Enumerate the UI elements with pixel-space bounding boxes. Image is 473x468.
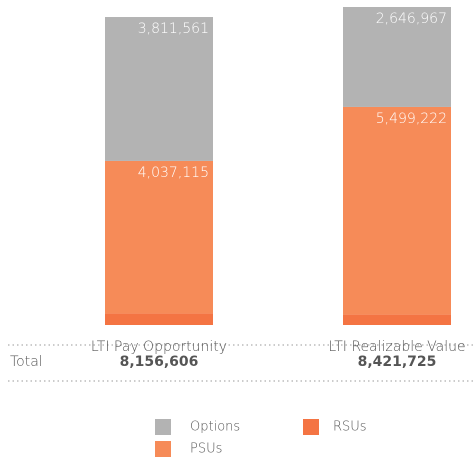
category-label: LTI Pay Opportunity <box>91 339 227 355</box>
bar-segment <box>105 17 213 161</box>
legend-label: Options <box>190 420 240 435</box>
total-value: 8,421,725 <box>358 354 437 370</box>
legend-swatch <box>155 441 171 457</box>
bar-segment <box>343 106 451 315</box>
bar-segment <box>105 160 213 314</box>
bar-segment <box>105 313 213 325</box>
legend-label: RSUs <box>333 420 367 435</box>
total-value: 8,156,606 <box>120 354 199 370</box>
legend-label: PSUs <box>190 442 222 457</box>
value-label: 3,811,561 <box>138 21 209 37</box>
category-label: LTI Realizable Value <box>328 339 465 355</box>
legend-swatch <box>303 419 319 435</box>
bar-segment <box>343 314 451 325</box>
value-label: 2,646,967 <box>376 11 447 27</box>
value-label: 4,037,115 <box>138 165 209 181</box>
value-label: 5,499,222 <box>376 111 447 127</box>
legend-swatch <box>155 419 171 435</box>
total-title: Total <box>10 354 43 370</box>
bar-segment <box>343 7 451 107</box>
